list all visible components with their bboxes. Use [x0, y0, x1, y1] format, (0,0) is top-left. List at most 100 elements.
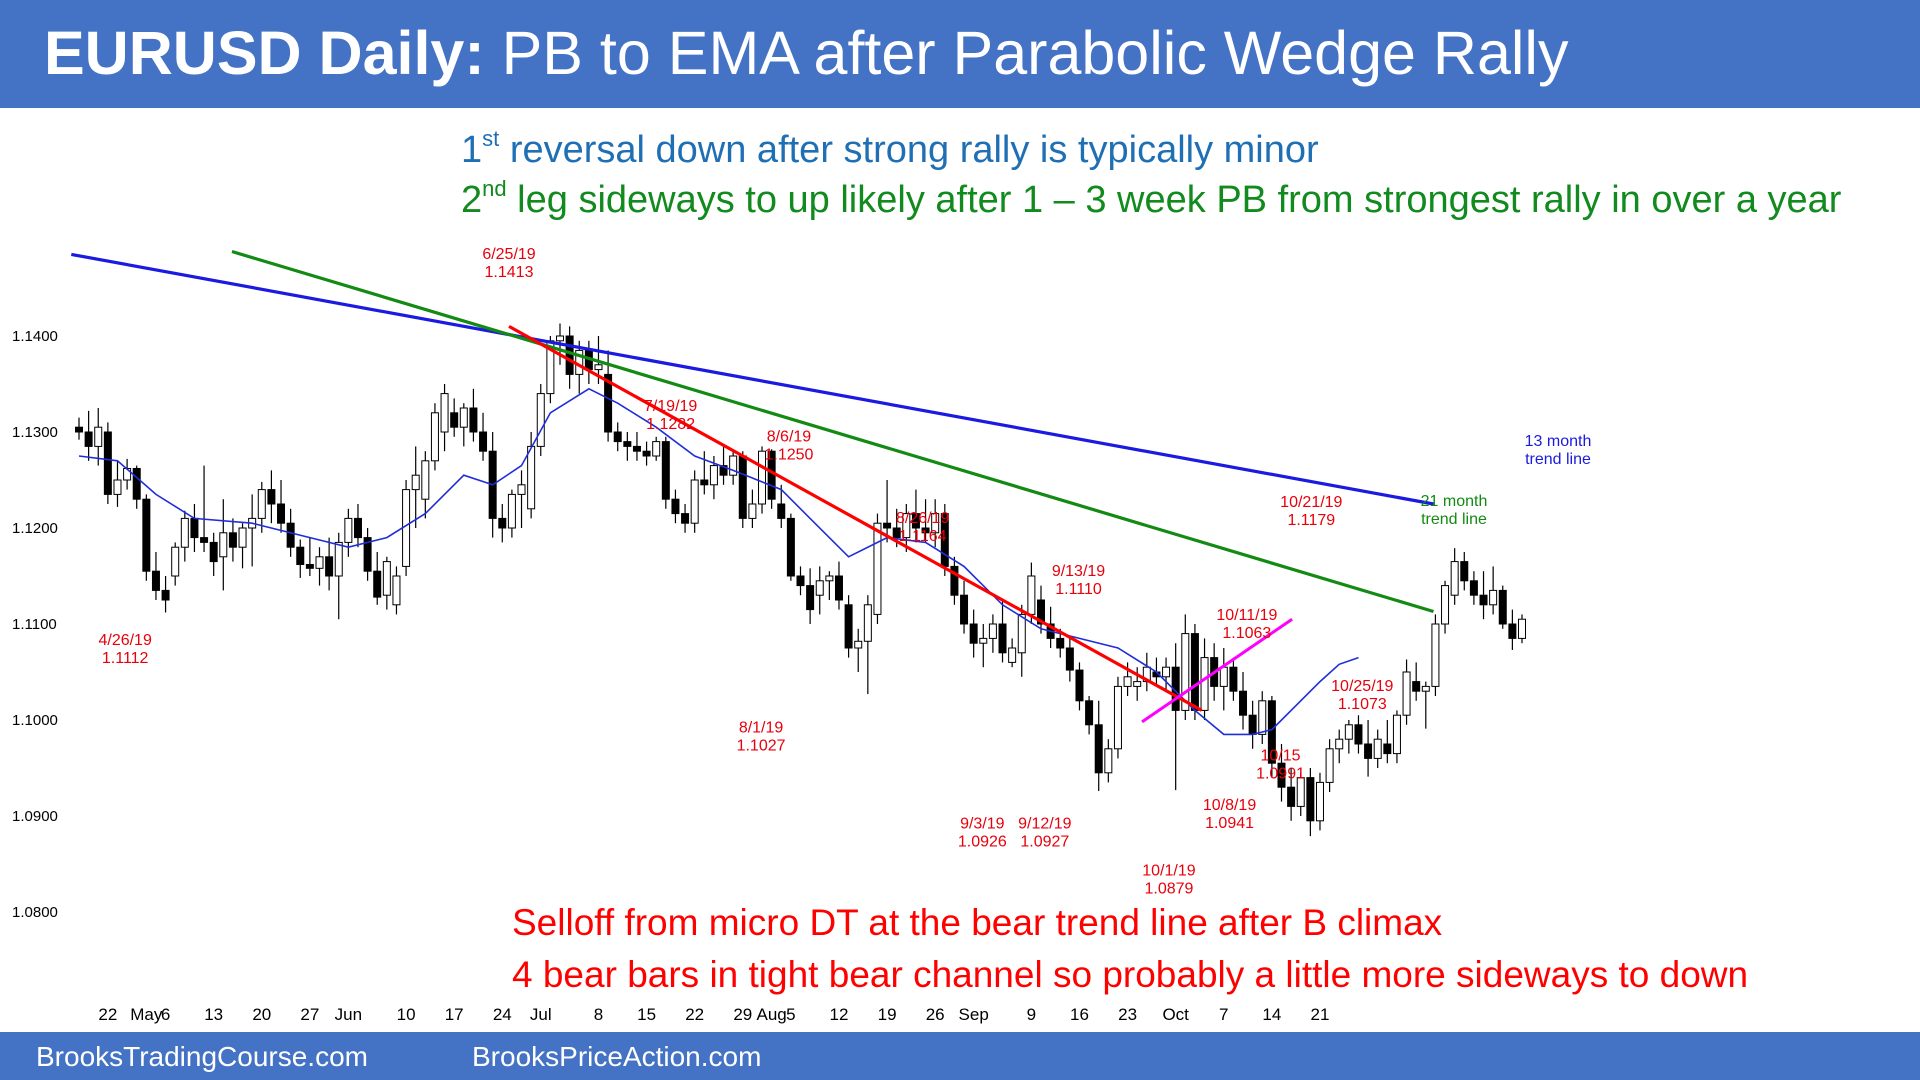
price-annotation: 1.0941 [1205, 815, 1254, 832]
x-tick-label: 26 [926, 1005, 945, 1024]
bear-candle [969, 623, 978, 644]
chart-title: EURUSD Daily: PB to EMA after Parabolic … [44, 18, 1568, 88]
x-tick-label: 27 [300, 1005, 319, 1024]
bull-candle [94, 426, 103, 447]
trend-line-21-month [231, 249, 1434, 614]
bear-candle [190, 517, 199, 539]
price-annotation: 1.1282 [646, 416, 695, 433]
price-annotation: 1.1063 [1222, 625, 1271, 642]
bear-candle [296, 546, 305, 565]
bear-candle [642, 450, 651, 457]
title-symbol: EURUSD Daily: [44, 19, 485, 87]
bear-candle [883, 522, 892, 529]
bull-candle [825, 575, 834, 582]
bear-candle [84, 431, 93, 447]
bull-candle [1392, 714, 1401, 755]
bull-candle [863, 604, 872, 642]
bear-candle [1037, 599, 1045, 625]
bull-candle [113, 479, 122, 495]
bear-candle [479, 431, 488, 452]
bear-candle [228, 532, 237, 548]
bear-candle [450, 412, 459, 428]
bull-candle [729, 455, 738, 476]
price-annotation: 1.1179 [1287, 512, 1335, 529]
bull-candle [315, 556, 324, 569]
bull-candle [815, 580, 824, 596]
price-annotation: 1.0991 [1256, 765, 1305, 782]
ema-line [78, 387, 1359, 736]
price-annotation: 10/15 [1261, 747, 1301, 764]
bear-candle [1354, 724, 1363, 745]
bear-candle [75, 426, 83, 433]
bear-candle [1248, 714, 1257, 735]
bear-candle [1287, 786, 1296, 807]
bull-candle [536, 393, 545, 447]
bear-candle [161, 589, 170, 601]
price-annotation: 8/26/19 [896, 510, 949, 527]
bull-candle [1489, 589, 1498, 606]
x-tick-label: Oct [1162, 1005, 1189, 1024]
bull-candle [709, 465, 718, 486]
subtitle-2-text: leg sideways to up likely after 1 – 3 we… [506, 179, 1842, 221]
bear-candle [1267, 700, 1276, 764]
bull-candle [1421, 685, 1430, 692]
y-tick-label: 1.1200 [12, 520, 58, 537]
footer-site-2[interactable]: BrooksPriceAction.com [472, 1041, 762, 1072]
y-tick-label: 1.1000 [12, 712, 58, 729]
y-tick-label: 1.1100 [12, 616, 57, 633]
bear-candle [1412, 681, 1421, 692]
bear-candle [806, 585, 815, 611]
x-tick-label: 22 [685, 1005, 704, 1024]
bear-candle [844, 604, 853, 649]
bull-candle [873, 522, 882, 615]
trend-line-21-label: 21 month [1421, 493, 1488, 510]
x-tick-label: 15 [637, 1005, 656, 1024]
trend-line-13-label: trend line [1525, 451, 1591, 468]
bear-candle [1190, 633, 1199, 711]
x-tick-label: 16 [1070, 1005, 1089, 1024]
x-tick-label: Sep [959, 1005, 989, 1024]
x-tick-label: 14 [1262, 1005, 1281, 1024]
price-annotation: 10/25/19 [1331, 678, 1393, 695]
bear-candle [325, 556, 334, 577]
price-annotation: 6/25/19 [482, 246, 535, 263]
price-annotation: 8/1/19 [739, 719, 784, 736]
bear-candle [738, 455, 747, 519]
bear-candle [661, 441, 670, 500]
bull-candle [440, 393, 449, 433]
bull-candle [392, 575, 401, 606]
price-annotation: 9/13/19 [1052, 563, 1105, 580]
x-tick-label: 8 [594, 1005, 603, 1024]
bull-candle [507, 493, 516, 529]
bear-candle [998, 623, 1007, 654]
bear-candle [1498, 589, 1507, 625]
bear-candle [960, 594, 969, 625]
x-tick-label: 12 [830, 1005, 849, 1024]
x-tick-label: 20 [252, 1005, 271, 1024]
bull-candle [1017, 613, 1026, 654]
footer-site-1[interactable]: BrooksTradingCourse.com [36, 1041, 368, 1072]
subtitle-line-2: 2nd leg sideways to up likely after 1 – … [461, 176, 1841, 222]
bull-candle [1162, 666, 1171, 678]
bear-candle [305, 563, 314, 569]
x-tick-label: Aug [757, 1005, 787, 1024]
bull-candle [1008, 647, 1017, 663]
bottom-note-2: 4 bear bars in tight bear channel so pro… [512, 954, 1749, 995]
bear-candle [1277, 762, 1286, 788]
bull-candle [459, 407, 468, 428]
bull-candle [1373, 738, 1382, 759]
bull-candle [931, 513, 940, 534]
x-tick-label: 24 [493, 1005, 512, 1024]
bull-candle [1296, 777, 1305, 807]
bull-candle [988, 623, 997, 639]
price-annotation: 1.0926 [958, 833, 1007, 850]
bull-candle [411, 474, 420, 491]
price-annotation: 10/21/19 [1280, 494, 1342, 511]
price-annotation: 9/3/19 [960, 815, 1005, 832]
bear-candle [1094, 724, 1103, 774]
bull-candle [1219, 666, 1228, 687]
trend-line-13-month [71, 252, 1434, 506]
subtitle-1-num: 1 [461, 129, 483, 171]
bull-candle [690, 479, 699, 524]
subtitle-1-sup: st [482, 126, 500, 151]
